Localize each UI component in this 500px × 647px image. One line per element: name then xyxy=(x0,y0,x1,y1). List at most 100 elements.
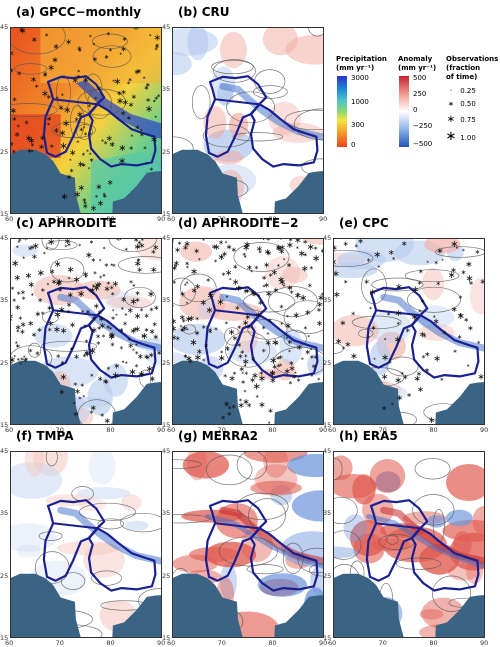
svg-text:∗: ∗ xyxy=(58,128,66,139)
svg-text:∗: ∗ xyxy=(18,238,22,244)
svg-text:∗: ∗ xyxy=(307,282,312,290)
svg-text:∗: ∗ xyxy=(441,328,446,336)
svg-text:∗: ∗ xyxy=(283,367,290,377)
lat-tick-label: 15 xyxy=(323,634,332,642)
svg-text:∗: ∗ xyxy=(303,325,308,331)
svg-text:∗: ∗ xyxy=(82,393,85,398)
svg-text:∗: ∗ xyxy=(301,357,305,362)
svg-text:∗: ∗ xyxy=(66,300,72,309)
svg-text:∗: ∗ xyxy=(42,252,46,257)
svg-text:∗: ∗ xyxy=(244,371,249,377)
svg-text:∗: ∗ xyxy=(16,328,20,334)
svg-text:∗: ∗ xyxy=(47,327,52,334)
ocean-arabian-sea xyxy=(172,573,243,638)
svg-text:∗: ∗ xyxy=(82,76,89,86)
svg-text:∗: ∗ xyxy=(254,265,259,272)
svg-text:∗: ∗ xyxy=(37,268,45,279)
svg-text:∗: ∗ xyxy=(65,37,72,47)
lat-tick-label: 45 xyxy=(323,234,332,242)
svg-text:∗: ∗ xyxy=(137,258,141,263)
lon-tick-label: 70 xyxy=(55,215,64,223)
svg-text:∗: ∗ xyxy=(149,32,152,37)
svg-text:∗: ∗ xyxy=(289,289,294,296)
svg-text:∗: ∗ xyxy=(298,248,306,259)
svg-text:∗: ∗ xyxy=(221,272,226,278)
svg-text:∗: ∗ xyxy=(144,84,150,92)
svg-text:∗: ∗ xyxy=(150,266,157,276)
svg-text:∗: ∗ xyxy=(225,295,229,300)
svg-text:∗: ∗ xyxy=(16,69,22,77)
svg-text:∗: ∗ xyxy=(83,132,87,138)
precip-label-1000: 1000 xyxy=(351,98,369,106)
svg-text:∗: ∗ xyxy=(242,356,250,367)
ocean-bay-of-bengal xyxy=(424,382,485,425)
svg-text:∗: ∗ xyxy=(392,256,396,262)
svg-text:∗: ∗ xyxy=(92,43,96,48)
svg-text:∗: ∗ xyxy=(22,356,28,365)
svg-text:∗: ∗ xyxy=(113,76,121,87)
svg-text:∗: ∗ xyxy=(98,314,105,324)
svg-text:∗: ∗ xyxy=(194,353,202,364)
ganges-basin-outline xyxy=(249,527,319,592)
svg-text:∗: ∗ xyxy=(61,93,65,98)
svg-text:∗: ∗ xyxy=(231,245,237,254)
precip-label-300: 300 xyxy=(351,121,365,129)
svg-text:∗: ∗ xyxy=(10,355,16,366)
svg-text:∗: ∗ xyxy=(279,242,286,252)
svg-text:∗: ∗ xyxy=(96,340,101,347)
map-plot xyxy=(172,451,324,638)
svg-text:∗: ∗ xyxy=(258,400,265,410)
svg-text:∗: ∗ xyxy=(388,360,392,366)
svg-text:∗: ∗ xyxy=(199,299,207,309)
svg-text:∗: ∗ xyxy=(418,268,424,276)
lon-tick-label: 60 xyxy=(5,215,14,223)
svg-text:∗: ∗ xyxy=(120,108,126,117)
svg-text:∗: ∗ xyxy=(172,238,175,244)
panel-title: (d) APHRODITE−2 xyxy=(178,216,299,230)
svg-text:∗: ∗ xyxy=(343,240,349,248)
svg-text:∗: ∗ xyxy=(153,303,159,312)
svg-text:∗: ∗ xyxy=(129,280,134,286)
svg-text:∗: ∗ xyxy=(94,97,98,102)
svg-text:∗: ∗ xyxy=(232,333,238,342)
lat-tick-label: 25 xyxy=(0,147,9,156)
svg-text:∗: ∗ xyxy=(296,342,303,352)
svg-text:∗: ∗ xyxy=(58,306,66,316)
svg-text:∗: ∗ xyxy=(76,140,80,145)
svg-text:∗: ∗ xyxy=(16,291,21,297)
svg-text:∗: ∗ xyxy=(153,33,161,44)
svg-text:∗: ∗ xyxy=(11,259,19,270)
svg-text:∗: ∗ xyxy=(231,404,236,411)
svg-text:∗: ∗ xyxy=(275,244,282,254)
svg-text:∗: ∗ xyxy=(97,281,102,288)
svg-text:∗: ∗ xyxy=(257,298,263,307)
svg-text:∗: ∗ xyxy=(106,366,111,372)
svg-text:∗: ∗ xyxy=(186,326,189,331)
svg-text:∗: ∗ xyxy=(241,370,244,375)
lat-tick-label: 35 xyxy=(0,509,9,518)
svg-text:∗: ∗ xyxy=(320,247,324,255)
ocean-bay-of-bengal xyxy=(101,382,162,425)
svg-text:∗: ∗ xyxy=(183,354,187,360)
svg-text:∗: ∗ xyxy=(261,347,266,354)
svg-text:∗: ∗ xyxy=(69,320,76,330)
lat-tick-label: 45 xyxy=(162,234,171,242)
svg-text:∗: ∗ xyxy=(37,295,43,304)
lat-tick-label: 35 xyxy=(162,509,171,518)
svg-text:∗: ∗ xyxy=(223,374,228,380)
svg-text:∗: ∗ xyxy=(207,329,212,336)
svg-text:∗: ∗ xyxy=(381,403,387,412)
svg-text:∗: ∗ xyxy=(419,329,426,339)
svg-text:∗: ∗ xyxy=(333,269,340,279)
svg-text:∗: ∗ xyxy=(102,192,107,200)
svg-text:∗: ∗ xyxy=(229,374,236,384)
svg-text:∗: ∗ xyxy=(44,33,49,39)
svg-text:∗: ∗ xyxy=(103,285,110,295)
svg-text:∗: ∗ xyxy=(366,257,371,264)
svg-text:∗: ∗ xyxy=(277,275,285,286)
svg-text:∗: ∗ xyxy=(278,363,282,369)
svg-text:∗: ∗ xyxy=(420,297,425,305)
svg-text:∗: ∗ xyxy=(316,318,323,328)
svg-text:∗: ∗ xyxy=(462,248,466,253)
svg-text:∗: ∗ xyxy=(457,311,465,322)
